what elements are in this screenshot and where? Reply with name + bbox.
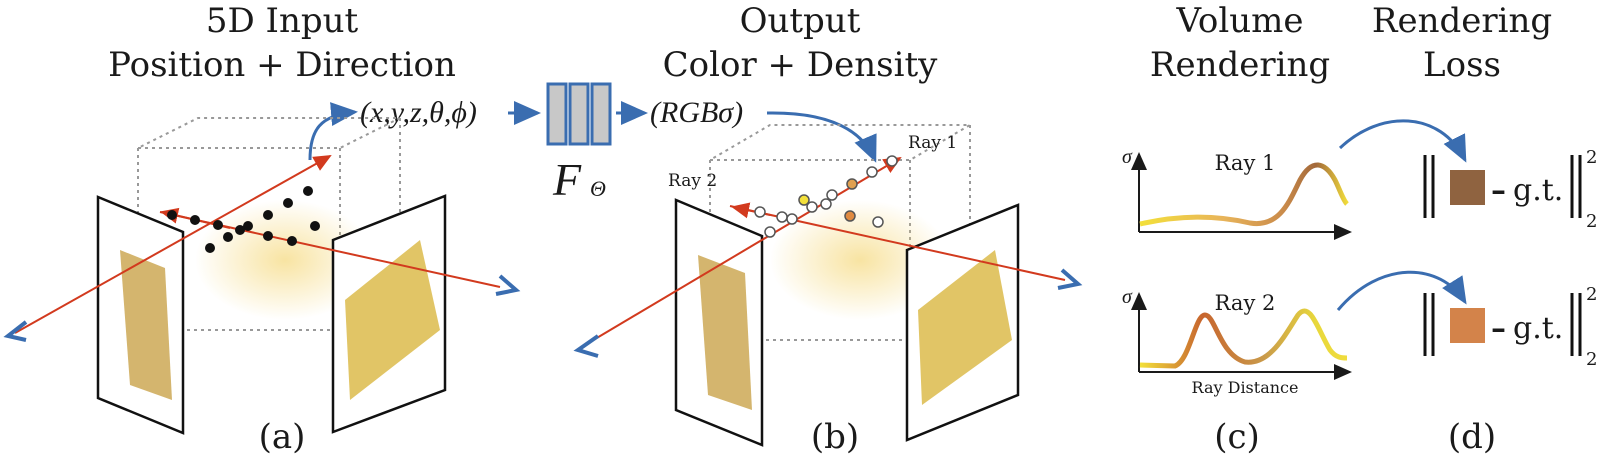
minus-sign: –: [1491, 173, 1506, 208]
rendered-color-swatch: [1450, 170, 1485, 205]
loss-ray-1: – g.t. 2 2: [1338, 119, 1597, 232]
density-curve: [1139, 308, 1348, 369]
panel-b-scene: Ray 1 Ray 2: [573, 124, 1083, 447]
panel-a-title: 5D Input Position + Direction: [108, 1, 456, 85]
norm-subscript: 2: [1586, 211, 1597, 232]
curve-arrow: [1338, 119, 1467, 163]
input-curve-arrow: [308, 102, 358, 161]
camera-eye-icon: [495, 274, 521, 296]
bulldozer-blur: [770, 200, 950, 320]
panel-d-title: Rendering Loss: [1372, 1, 1552, 85]
norm-superscript: 2: [1586, 147, 1597, 168]
function-symbol: F: [552, 154, 582, 205]
output-tuple: (RGBσ): [650, 96, 743, 129]
panel-label-b: (b): [811, 417, 859, 457]
title-line1: Rendering: [1372, 1, 1552, 41]
y-axis-label: σ: [1122, 286, 1133, 308]
bulldozer-image-right: [918, 250, 1012, 405]
input-tuple: (x,y,z,θ,ϕ): [360, 96, 477, 129]
plot-title: Ray 2: [1215, 291, 1276, 315]
panel-label-c: (c): [1214, 417, 1260, 457]
sample-points: [167, 186, 320, 253]
panel-a-scene: [3, 117, 521, 435]
sample-points: [754, 155, 898, 238]
title-line1: Volume: [1175, 1, 1303, 41]
loss-ray-2: – g.t. 2 2: [1336, 270, 1597, 370]
panel-label-a: (a): [259, 417, 306, 457]
ray-1: [14, 155, 332, 334]
x-axis-label: Ray Distance: [1192, 378, 1299, 397]
bulldozer-image-left: [120, 250, 172, 400]
density-curve: [1139, 162, 1349, 227]
ray-1: [584, 156, 902, 346]
title-line2: Rendering: [1150, 45, 1330, 85]
title-line1: 5D Input: [206, 1, 359, 41]
plot-title: Ray 1: [1215, 151, 1276, 175]
title-line2: Loss: [1423, 45, 1501, 85]
norm-superscript: 2: [1586, 284, 1597, 305]
ray-2-label: Ray 2: [668, 171, 717, 191]
camera-eye-icon: [573, 334, 600, 358]
camera-eye-icon: [3, 320, 28, 342]
norm-subscript: 2: [1586, 349, 1597, 370]
panel-label-d: (d): [1448, 417, 1496, 457]
network: (x,y,z,θ,ϕ) F Θ (RGBσ): [308, 82, 877, 205]
function-subscript: Θ: [590, 176, 606, 201]
rendered-color-swatch: [1450, 308, 1485, 343]
output-curve-arrow: [766, 111, 877, 163]
panel-b-title: Output Color + Density: [663, 1, 938, 85]
ray-1-label: Ray 1: [908, 133, 957, 153]
bulldozer-image-left: [698, 255, 752, 410]
density-plot-ray-2: σ Ray 2 Ray Distance: [1122, 286, 1352, 397]
density-plot-ray-1: σ Ray 1: [1122, 146, 1352, 240]
camera-eye-icon: [1057, 268, 1083, 290]
title-line2: Color + Density: [663, 45, 938, 85]
curve-arrow: [1336, 270, 1467, 311]
panel-c-title: Volume Rendering: [1150, 1, 1330, 85]
title-line1: Output: [740, 1, 861, 41]
ground-truth-label: g.t.: [1513, 173, 1563, 208]
y-axis-label: σ: [1122, 146, 1133, 168]
minus-sign: –: [1491, 311, 1506, 346]
mlp-icon: [546, 82, 612, 146]
title-line2: Position + Direction: [108, 45, 456, 85]
bulldozer-image-right: [345, 240, 440, 400]
ground-truth-label: g.t.: [1513, 311, 1563, 346]
